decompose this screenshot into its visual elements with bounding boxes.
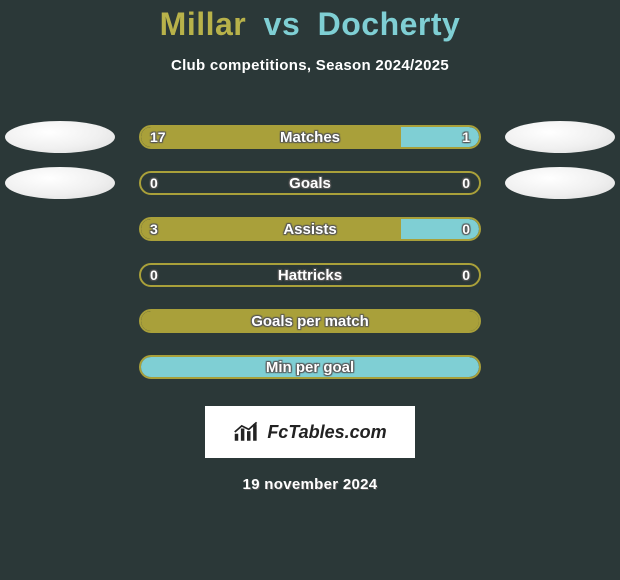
stats-chart: Matches171Goals00Assists30Hattricks00Goa…: [0, 114, 620, 390]
subtitle: Club competitions, Season 2024/2025: [0, 57, 620, 74]
stat-bar: [139, 125, 481, 149]
watermark-text: FcTables.com: [267, 422, 386, 443]
chart-icon: [233, 421, 261, 443]
stat-row: Matches171: [0, 114, 620, 160]
stat-bar: [139, 263, 481, 287]
stat-bar: [139, 171, 481, 195]
stat-bar: [139, 309, 481, 333]
stat-row: Assists30: [0, 206, 620, 252]
player2-badge: [505, 121, 615, 153]
player2-badge: [505, 167, 615, 199]
player2-name: Docherty: [318, 6, 461, 42]
bar-segment-empty: [141, 173, 479, 193]
stat-row: Min per goal: [0, 344, 620, 390]
bar-segment-player2: [141, 357, 479, 377]
player1-name: Millar: [160, 6, 247, 42]
stat-bar: [139, 217, 481, 241]
watermark: FcTables.com: [205, 406, 415, 458]
stat-row: Hattricks00: [0, 252, 620, 298]
bar-segment-player1: [141, 311, 479, 331]
bar-segment-player1: [141, 219, 401, 239]
stat-bar: [139, 355, 481, 379]
bar-segment-player2: [401, 127, 479, 147]
player1-badge: [5, 121, 115, 153]
bar-segment-empty: [141, 265, 479, 285]
comparison-title: Millar vs Docherty: [0, 0, 620, 43]
bar-segment-player1: [141, 127, 401, 147]
date-label: 19 november 2024: [0, 476, 620, 493]
stat-row: Goals00: [0, 160, 620, 206]
stat-row: Goals per match: [0, 298, 620, 344]
player1-badge: [5, 167, 115, 199]
bar-segment-player2: [401, 219, 479, 239]
vs-text: vs: [264, 6, 301, 42]
